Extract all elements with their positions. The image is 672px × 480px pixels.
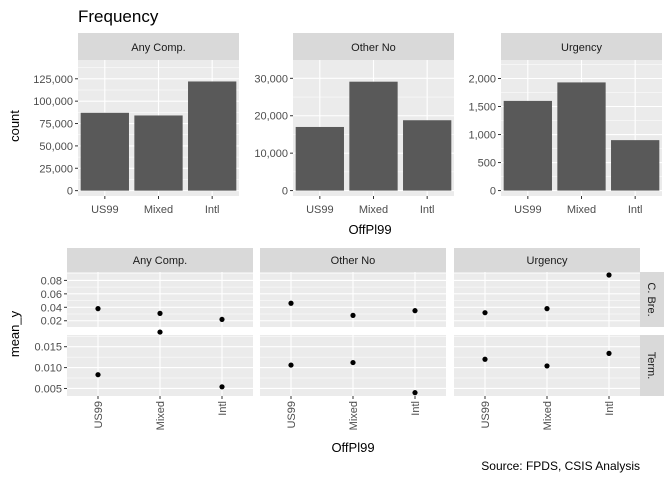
y-tick-label: 20,000: [254, 111, 288, 123]
x-tick-label: US99: [514, 204, 542, 216]
y-tick-label: 100,000: [33, 96, 73, 108]
x-tick-label: Mixed: [542, 401, 554, 430]
facet-strip-label: C. Bre.: [645, 282, 657, 316]
x-tick-label: Intl: [205, 204, 220, 216]
x-tick-label: US99: [91, 204, 119, 216]
facet-strip: [454, 248, 640, 272]
y-tick-label: 125,000: [33, 74, 73, 86]
bar-mixed: [134, 115, 183, 191]
point-mixed: [157, 329, 163, 335]
y-tick-label: 50,000: [39, 141, 73, 153]
point-intl: [606, 272, 612, 278]
facet-strip-label: Other No: [351, 42, 396, 54]
facet-strip: [640, 335, 664, 396]
x-tick-label: Mixed: [567, 204, 596, 216]
facet-strip-label: Any Comp.: [131, 42, 185, 54]
point-mixed: [350, 359, 356, 366]
y-tick-label: 25,000: [39, 163, 73, 175]
y-tick-label: 1,000: [468, 130, 496, 142]
point-us99: [288, 300, 294, 306]
point-mixed: [544, 363, 550, 369]
facet-strip: [293, 33, 454, 60]
facet-strip-label: Urgency: [527, 255, 568, 267]
y-tick-label: 0.005: [34, 383, 62, 395]
source-note: Source: FPDS, CSIS Analysis: [481, 459, 640, 473]
facet-strip: [501, 33, 662, 60]
y-tick-label: 0: [282, 186, 288, 198]
y-tick-label: 10,000: [254, 148, 288, 160]
x-tick-label: Mixed: [348, 401, 360, 430]
y-tick-label: 500: [478, 158, 496, 170]
y-tick-label: 0: [490, 186, 496, 198]
point-intl: [412, 308, 418, 314]
bottom-y-axis-label: mean_y: [7, 310, 22, 357]
x-tick-label: US99: [93, 401, 105, 429]
x-tick-label: US99: [306, 204, 334, 216]
point-mixed: [157, 310, 163, 316]
y-tick-label: 30,000: [254, 73, 288, 85]
bar-us99: [80, 112, 129, 191]
point-intl: [606, 350, 612, 356]
y-tick-label: 0.010: [34, 363, 62, 375]
x-tick-label: Intl: [628, 204, 643, 216]
bar-mixed: [349, 81, 398, 191]
y-tick-label: 75,000: [39, 119, 73, 131]
x-tick-label: Mixed: [144, 204, 173, 216]
facet-strip: [78, 33, 239, 60]
x-tick-label: US99: [480, 401, 492, 429]
x-tick-label: Mixed: [155, 401, 167, 430]
y-tick-label: 0.06: [41, 289, 62, 301]
y-tick-label: 0.015: [34, 342, 62, 354]
point-us99: [288, 362, 294, 368]
y-tick-label: 0.04: [41, 302, 62, 314]
bottom-x-axis-label: OffPl99: [331, 440, 374, 455]
point-mixed: [544, 306, 550, 312]
top-y-axis-label: count: [7, 110, 22, 142]
facet-strip: [640, 272, 664, 327]
top-bar-chart: Any Comp. 0 25,000 50,000 75,000 100,000 125,0…: [33, 33, 662, 216]
point-intl: [219, 384, 225, 390]
bar-intl: [403, 120, 452, 191]
chart-title: Frequency: [78, 7, 159, 26]
y-tick-label: 1,500: [468, 102, 496, 114]
point-intl: [219, 316, 225, 323]
facet-strip-label: Urgency: [561, 42, 602, 54]
y-tick-label: 0.08: [41, 275, 62, 287]
x-tick-label: Intl: [604, 401, 616, 416]
y-tick-label: 0: [67, 186, 73, 198]
point-mixed: [350, 312, 356, 318]
bar-us99: [503, 100, 552, 191]
bar-intl: [188, 81, 237, 191]
facet-strip-label: Other No: [331, 255, 376, 267]
y-tick-label: 2,000: [468, 73, 496, 85]
bar-mixed: [557, 82, 606, 191]
x-tick-label: Intl: [410, 401, 422, 416]
point-us99: [482, 356, 488, 362]
point-us99: [95, 372, 101, 378]
point-us99: [482, 310, 488, 316]
x-tick-label: Mixed: [359, 204, 388, 216]
facet-strip-label: Any Comp.: [133, 255, 187, 267]
facet-strip: [67, 248, 253, 272]
bar-us99: [295, 126, 344, 191]
point-intl: [412, 390, 418, 396]
x-tick-label: Intl: [420, 204, 435, 216]
facet-strip: [260, 248, 446, 272]
x-tick-label: Intl: [217, 401, 229, 416]
top-x-axis-label: OffPl99: [348, 222, 391, 237]
y-tick-label: 0.02: [41, 316, 62, 328]
facet-strip-label: Term.: [645, 352, 657, 380]
point-us99: [95, 306, 101, 312]
bar-intl: [611, 140, 660, 191]
x-tick-label: US99: [286, 401, 298, 429]
